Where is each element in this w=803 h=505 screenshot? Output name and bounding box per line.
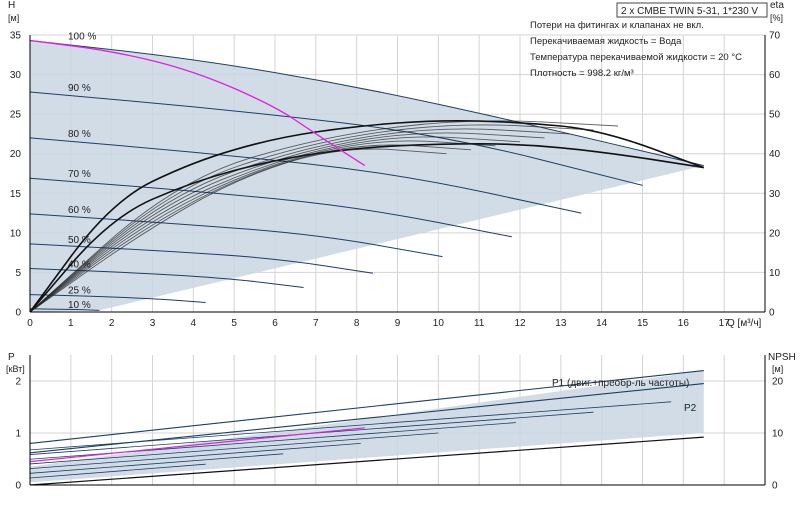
y-tick-label: 35 <box>10 31 22 42</box>
y2-tick-label: 60 <box>769 70 781 81</box>
power-curve <box>29 401 672 451</box>
y2-tick-label: 30 <box>769 189 781 200</box>
y-tick-label: 25 <box>10 110 22 121</box>
x-tick-label: 3 <box>150 318 156 329</box>
x-tick-label: 11 <box>474 318 485 329</box>
speed-curve <box>29 137 582 214</box>
y-tick-label: 0 <box>15 308 21 319</box>
p-axis-unit: [кВт] <box>6 364 25 374</box>
p-axis-title: P <box>8 352 15 363</box>
y2-tick-label: 0 <box>769 308 775 319</box>
efficiency-curve <box>29 128 570 313</box>
x-tick-label: 13 <box>555 318 567 329</box>
x-tick-label: 16 <box>678 318 690 329</box>
selected-duty-curve <box>29 39 366 167</box>
efficiency-curve <box>29 148 447 313</box>
y2-tick-label: 40 <box>769 149 781 160</box>
y2-tick-label: 70 <box>769 31 781 42</box>
efficiency-curve <box>29 120 619 313</box>
info-line: Температура перекачиваемой жидкости = 20… <box>530 52 742 63</box>
y2-tick-label: 50 <box>769 110 781 121</box>
speed-label: 100 % <box>68 32 96 43</box>
power-curve <box>29 443 361 470</box>
y-tick-label: 15 <box>10 189 22 200</box>
x-tick-label: 15 <box>637 318 649 329</box>
speed-curve <box>29 268 304 288</box>
speed-label: 80 % <box>68 129 91 140</box>
power-curve <box>29 370 704 444</box>
x-tick-label: 9 <box>395 318 401 329</box>
npsh-axis-title: NPSH <box>768 352 796 363</box>
p2-annotation: P2 <box>684 403 697 414</box>
p1-annotation: P1 (двиг.+преобр-ль частоты) <box>552 377 689 389</box>
y-tick-label: 2 <box>15 377 21 388</box>
y-tick-label: 1 <box>15 429 21 440</box>
title-box <box>616 2 768 18</box>
x-tick-label: 12 <box>514 318 526 329</box>
speed-label: 90 % <box>68 83 91 94</box>
x-tick-label: 8 <box>354 318 360 329</box>
y2-tick-label: 10 <box>769 268 781 279</box>
power-envelope <box>30 370 704 483</box>
efficiency-curve <box>29 120 705 313</box>
x-tick-label: 0 <box>27 318 33 329</box>
y-tick-label: 30 <box>10 70 22 81</box>
y2-tick-label: 20 <box>772 377 784 388</box>
info-line: Плотность = 998.2 кг/м³ <box>530 68 634 79</box>
x-tick-label: 4 <box>191 318 197 329</box>
axis-layer: 0 1 2 3 4 5 6 7 8 9 10 11 12 13 14 15 16 1705101520253035… <box>10 31 784 492</box>
speed-curve <box>29 213 443 258</box>
speed-label: 40 % <box>68 259 91 270</box>
speed-curve <box>29 294 206 303</box>
selected-power-curve <box>29 427 365 463</box>
efficiency-curve <box>29 144 472 313</box>
npsh-axis-unit: [м] <box>772 364 783 374</box>
q-axis-unit: Q [м³/ч] <box>727 318 762 329</box>
power-curve <box>29 432 439 465</box>
efficiency-curve <box>29 132 545 313</box>
x-tick-label: 10 <box>433 318 445 329</box>
y2-tick-label: 0 <box>772 481 778 492</box>
y-tick-label: 5 <box>15 268 21 279</box>
speed-label: 25 % <box>68 286 91 297</box>
y-tick-label: 10 <box>10 228 22 239</box>
operating-envelope <box>30 40 704 312</box>
speed-curve <box>29 243 374 274</box>
speed-label: 70 % <box>68 169 91 180</box>
chart-title: 2 x CMBE TWIN 5-31, 1*230 V <box>621 6 758 17</box>
x-tick-label: 14 <box>596 318 608 329</box>
efficiency-curve <box>29 124 594 313</box>
fill-layer <box>30 40 704 483</box>
info-line: Перекачиваемая жидкость = Вода <box>530 36 682 47</box>
x-tick-label: 1 <box>68 318 74 329</box>
x-tick-label: 6 <box>272 318 278 329</box>
h-axis-title: H <box>8 0 15 11</box>
efficiency-curve <box>29 136 521 313</box>
eta-axis-title: eta <box>770 0 784 11</box>
y2-tick-label: 10 <box>772 429 784 440</box>
y-tick-label: 0 <box>15 481 21 492</box>
x-tick-label: 7 <box>313 318 319 329</box>
speed-curve <box>29 177 512 238</box>
x-tick-label: 17 <box>719 318 731 329</box>
x-tick-label: 2 <box>109 318 115 329</box>
speed-label: 50 % <box>68 235 91 246</box>
speed-curve <box>29 91 643 186</box>
y2-tick-label: 20 <box>769 228 781 239</box>
npsh-curve <box>29 436 704 486</box>
info-line: Потери на фитингах и клапанах не вкл. <box>530 20 704 31</box>
power-curve <box>29 463 206 479</box>
power-curve <box>29 453 284 474</box>
h-axis-unit: [м] <box>8 13 19 23</box>
y-tick-label: 20 <box>10 149 22 160</box>
curve-layer: 100 % 90 % 80 % 70 % 60 % 50 % 40 % 25 % 10 % <box>29 32 705 486</box>
speed-label: 10 % <box>68 300 91 311</box>
efficiency-curve <box>29 140 496 313</box>
speed-label: 60 % <box>68 205 91 216</box>
eta-axis-unit: [%] <box>770 13 783 23</box>
x-tick-label: 5 <box>231 318 237 329</box>
